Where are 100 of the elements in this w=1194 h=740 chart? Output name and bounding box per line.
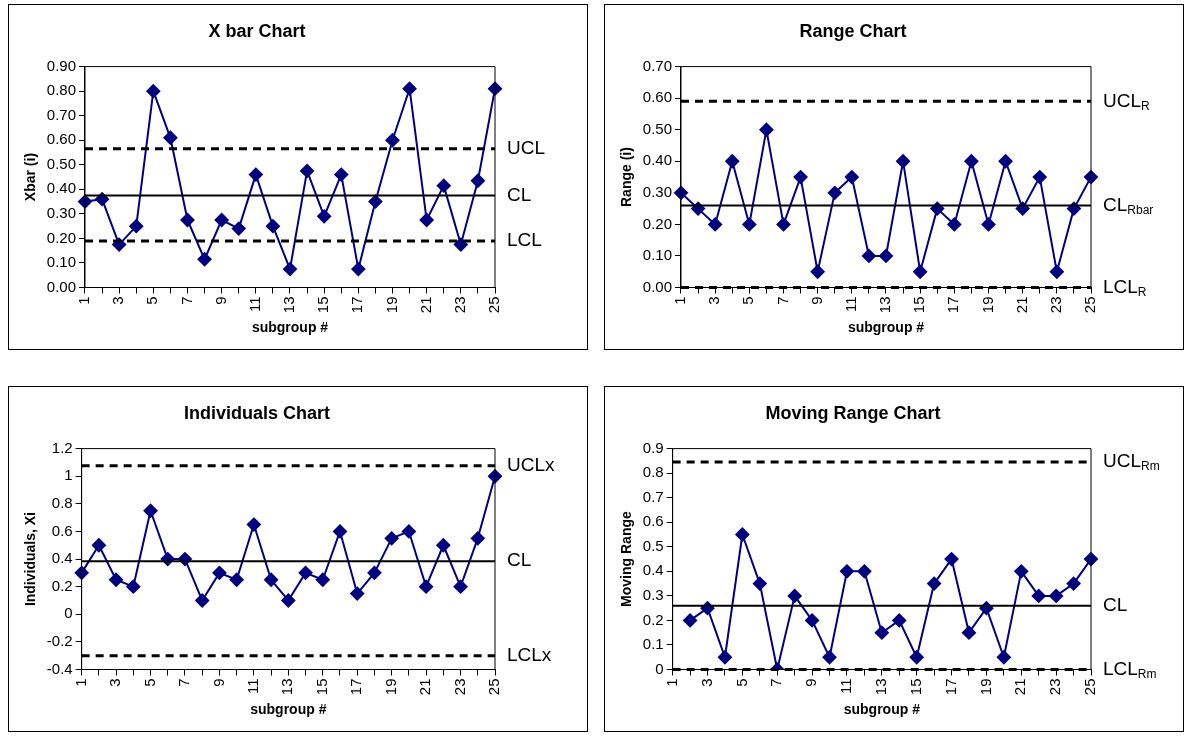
x-tick-label: 9	[802, 678, 820, 687]
point	[419, 213, 434, 228]
x-tick-label: 3	[109, 296, 127, 305]
point	[126, 579, 141, 594]
point	[332, 524, 347, 539]
x-tick-label: 25	[485, 296, 503, 314]
point	[143, 503, 158, 518]
ref-line-label: CL	[507, 183, 532, 205]
y-tick-label: 0.7	[642, 487, 664, 505]
x-tick-label: 7	[767, 678, 785, 687]
x-tick-label: 11	[245, 296, 263, 313]
point	[368, 194, 383, 209]
ref-line-label: UCL	[507, 137, 546, 159]
point	[315, 572, 330, 587]
point	[453, 237, 468, 252]
x-tick-label: 17	[347, 678, 365, 696]
x-axis-title: subgroup #	[847, 319, 925, 336]
point	[793, 170, 808, 185]
ref-line-label: CL	[507, 549, 532, 571]
x-tick-label: 3	[106, 678, 124, 687]
x-axis-title: subgroup #	[843, 701, 921, 718]
x-tick-label: 15	[906, 678, 924, 696]
y-tick-label: 0.00	[46, 277, 76, 295]
point	[180, 213, 195, 228]
y-tick-label: 0.50	[46, 154, 76, 172]
point	[281, 593, 296, 608]
point	[708, 217, 723, 232]
point	[246, 517, 261, 532]
point	[436, 178, 451, 193]
x-tick-label: 19	[381, 678, 399, 696]
point	[91, 538, 106, 553]
y-tick-label: 0.20	[46, 228, 76, 246]
point	[212, 565, 227, 580]
y-tick-label: 0.50	[642, 119, 672, 137]
x-tick-label: 25	[1081, 678, 1099, 696]
point	[759, 122, 774, 137]
y-tick-label: 0.70	[46, 105, 76, 123]
point	[317, 209, 332, 224]
y-axis-title: Range (i)	[618, 147, 635, 207]
y-tick-label: 0.8	[642, 463, 664, 481]
x-tick-label: 3	[697, 678, 715, 687]
x-tick-label: 9	[209, 678, 227, 687]
y-axis-title: Moving Range	[618, 511, 635, 607]
x-tick-label: 19	[978, 296, 996, 314]
point	[1031, 588, 1046, 603]
point	[1049, 588, 1064, 603]
ref-line-label: LCL	[507, 229, 542, 251]
point	[436, 538, 451, 553]
chart-title: X bar Chart	[208, 20, 306, 41]
y-tick-label: 0.8	[51, 493, 73, 511]
point	[892, 613, 907, 628]
point	[419, 579, 434, 594]
point	[470, 173, 485, 188]
x-tick-label: 19	[976, 678, 994, 696]
point	[874, 625, 889, 640]
y-tick-label: 0.1	[642, 635, 664, 653]
point	[367, 565, 382, 580]
x-tick-label: 11	[244, 678, 262, 695]
x-tick-label: 17	[348, 296, 366, 314]
chart-title: Moving Range Chart	[765, 402, 941, 423]
point	[947, 217, 962, 232]
y-axis-title: Individuals, Xi	[22, 511, 39, 607]
x-tick-label: 11	[837, 678, 855, 695]
point	[810, 264, 825, 279]
y-tick-label: 0.70	[642, 56, 672, 74]
point	[283, 262, 297, 277]
point	[822, 650, 837, 665]
y-tick-label: 0.2	[642, 610, 664, 628]
x-tick-label: 23	[450, 678, 468, 696]
point	[998, 154, 1013, 169]
x-tick-label: 1	[662, 678, 680, 687]
point	[964, 154, 979, 169]
point	[470, 531, 485, 546]
point	[735, 527, 750, 542]
x-tick-label: 13	[278, 678, 296, 696]
y-tick-label: 0.2	[51, 576, 73, 594]
y-tick-label: 0	[655, 659, 664, 677]
x-tick-label: 23	[1046, 678, 1064, 696]
point	[896, 154, 911, 169]
x-tick-label: 21	[1012, 296, 1030, 314]
x-tick-label: 17	[944, 296, 962, 314]
y-tick-label: 0.60	[642, 88, 672, 106]
y-tick-label: 0.30	[642, 182, 672, 200]
x-tick-label: 9	[211, 296, 229, 305]
x-tick-label: 23	[1046, 296, 1064, 314]
x-tick-label: 1	[671, 296, 689, 305]
point	[861, 248, 876, 263]
y-tick-label: 0	[64, 604, 73, 622]
point	[195, 593, 210, 608]
point	[1032, 170, 1047, 185]
point	[384, 531, 399, 546]
y-tick-label: 0.9	[642, 438, 664, 456]
point	[725, 154, 740, 169]
x-tick-label: 25	[1081, 296, 1099, 314]
point	[909, 650, 924, 665]
chart-title: Individuals Chart	[183, 402, 331, 423]
point	[1066, 576, 1081, 591]
point	[351, 262, 366, 277]
x-tick-label: 19	[382, 296, 400, 314]
point	[752, 576, 767, 591]
